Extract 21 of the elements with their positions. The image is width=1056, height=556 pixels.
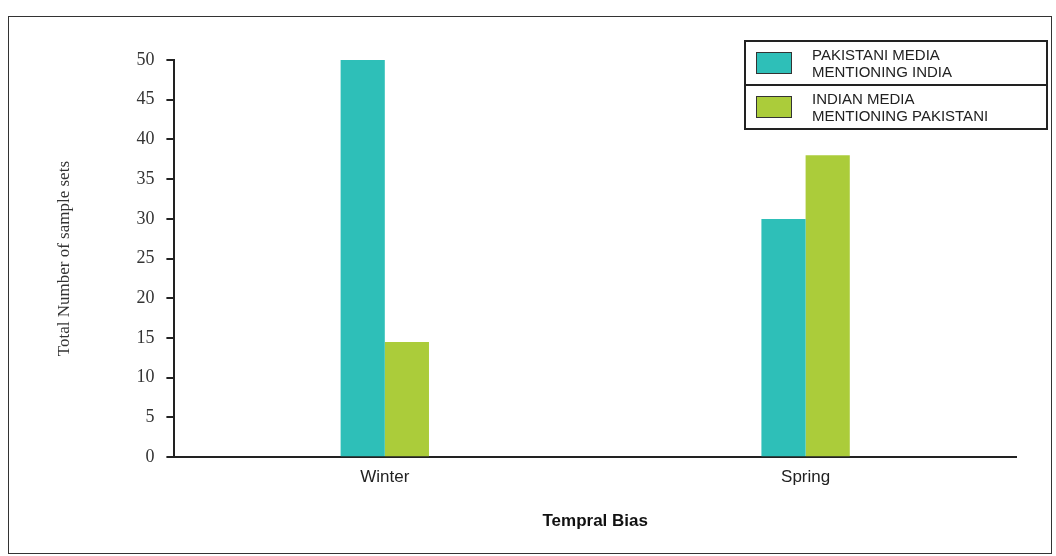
y-tick-label: 5 bbox=[145, 406, 155, 427]
y-tick-label: 45 bbox=[136, 88, 155, 109]
y-tick-label: 10 bbox=[136, 366, 155, 387]
legend-label: INDIAN MEDIA MENTIONING PAKISTANI bbox=[812, 90, 990, 124]
y-tick-label: 15 bbox=[136, 326, 155, 347]
y-tick-label: 20 bbox=[136, 287, 155, 308]
y-tick-label: 40 bbox=[136, 128, 155, 149]
bar bbox=[340, 60, 385, 457]
y-axis-title: Total Number of sample sets bbox=[53, 160, 73, 357]
y-tick-label: 50 bbox=[136, 48, 155, 69]
bar bbox=[384, 342, 429, 457]
y-tick-label: 0 bbox=[145, 445, 155, 466]
y-tick-label: 25 bbox=[136, 247, 155, 268]
bar bbox=[761, 218, 806, 457]
x-tick-label: Spring bbox=[781, 467, 831, 487]
y-tick-label: 35 bbox=[136, 167, 155, 188]
y-tick-label: 30 bbox=[136, 207, 155, 228]
x-axis-title: Tempral Bias bbox=[542, 511, 648, 531]
legend-label: PAKISTANI MEDIA MENTIONING INDIA bbox=[812, 46, 953, 80]
x-tick-label: Winter bbox=[360, 467, 410, 487]
bar bbox=[805, 155, 850, 457]
